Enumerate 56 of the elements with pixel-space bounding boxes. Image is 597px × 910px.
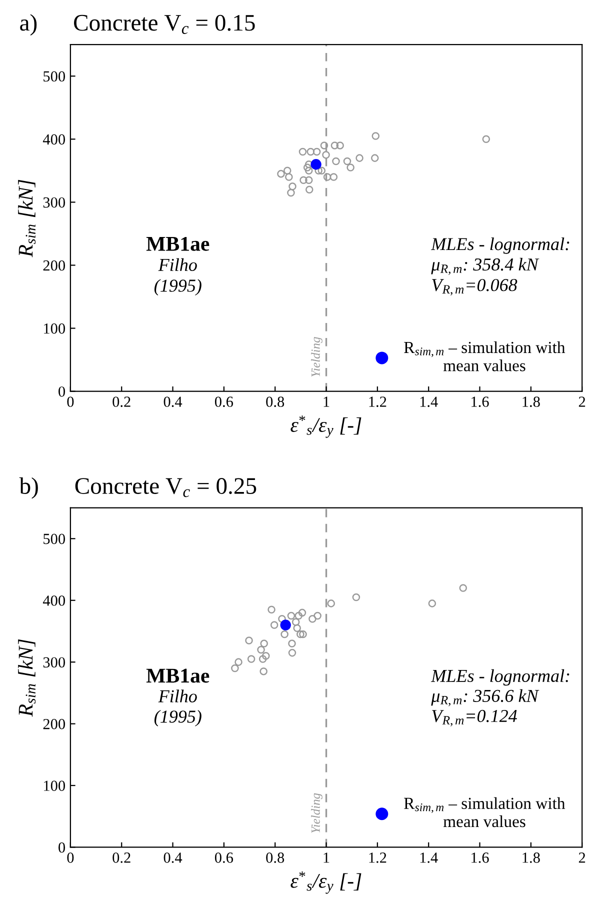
x-tick-label: 2 (578, 396, 586, 407)
x-tick-label: 0.6 (214, 852, 234, 863)
x-tick-label: 0.4 (164, 852, 182, 863)
x-tick-label: 1 (324, 396, 330, 407)
ref-line-label: Yielding (311, 337, 322, 377)
x-axis-title: ε$^{*}$$_{s}$/ε$_{y}$ [-] (290, 871, 362, 894)
y-tick-label: 200 (43, 260, 65, 271)
y-tick-label: 500 (44, 71, 65, 82)
y-axis-title: R$_{sim}$ [kN] (18, 180, 36, 258)
annotation: μ$_{R,m}$: 358.4 kN (431, 258, 540, 275)
x-tick-label: 1.4 (420, 852, 438, 863)
ref-line-label: Yielding (311, 793, 322, 833)
y-tick-label: 400 (42, 134, 65, 145)
y-tick-label: 500 (44, 534, 65, 544)
x-tick-label: 1.2 (369, 852, 386, 863)
chart-title: a) Concrete V$_{c}$ = 0.15 (20, 14, 255, 36)
x-tick-label: 0.6 (214, 396, 234, 407)
legend-label: R$_{sim,m}$ – simulation with mean values (404, 341, 566, 372)
x-tick-label: 0.8 (266, 852, 284, 863)
x-tick-label: 1.8 (522, 396, 540, 407)
annotation: MLEs - lognormal: (430, 237, 570, 254)
y-tick-label: 200 (43, 718, 65, 730)
y-tick-label: 300 (43, 657, 65, 668)
annotation: MB1ae (146, 668, 210, 683)
x-tick-label: 1.4 (420, 396, 438, 407)
annotation: (1995) (154, 279, 202, 296)
legend-label: R$_{sim,m}$ – simulation with mean values (404, 797, 566, 828)
x-tick-label: 0.2 (112, 852, 130, 863)
x-axis-title: ε$^{*}$$_{s}$/ε$_{y}$ [-] (290, 416, 362, 438)
annotation: (1995) (154, 710, 202, 726)
x-tick-label: 0.2 (112, 396, 130, 407)
annotation: MLEs - lognormal: (430, 669, 570, 686)
x-tick-label: 0.4 (164, 396, 182, 407)
x-tick-label: 1.2 (369, 396, 386, 407)
y-tick-label: 300 (43, 197, 65, 208)
annotation: Filho (158, 258, 197, 272)
y-tick-label: 100 (44, 323, 65, 334)
x-tick-label: 0.8 (266, 396, 284, 407)
x-tick-label: 1.8 (522, 852, 540, 863)
annotation: Filho (158, 690, 197, 702)
x-tick-label: 0 (67, 852, 74, 863)
annotation: V$_{R,m}$=0.124 (432, 710, 517, 726)
annotation: μ$_{R,m}$: 356.6 kN (431, 689, 540, 706)
x-tick-label: 0 (67, 396, 74, 407)
x-tick-label: 1.6 (472, 396, 489, 407)
annotation: V$_{R,m}$=0.068 (432, 278, 518, 296)
x-tick-label: 1.6 (472, 852, 489, 863)
annotation: MB1ae (146, 236, 210, 251)
x-tick-label: 1 (324, 852, 330, 863)
y-tick-label: 100 (44, 780, 65, 791)
y-axis-title: R$_{sim}$ [kN] (18, 639, 36, 717)
y-tick-label: 0 (58, 386, 65, 397)
y-tick-label: 0 (58, 842, 65, 853)
y-tick-label: 400 (42, 595, 65, 606)
x-tick-label: 2 (578, 852, 586, 863)
chart-title: b) Concrete V$_{c}$ = 0.25 (19, 477, 256, 499)
